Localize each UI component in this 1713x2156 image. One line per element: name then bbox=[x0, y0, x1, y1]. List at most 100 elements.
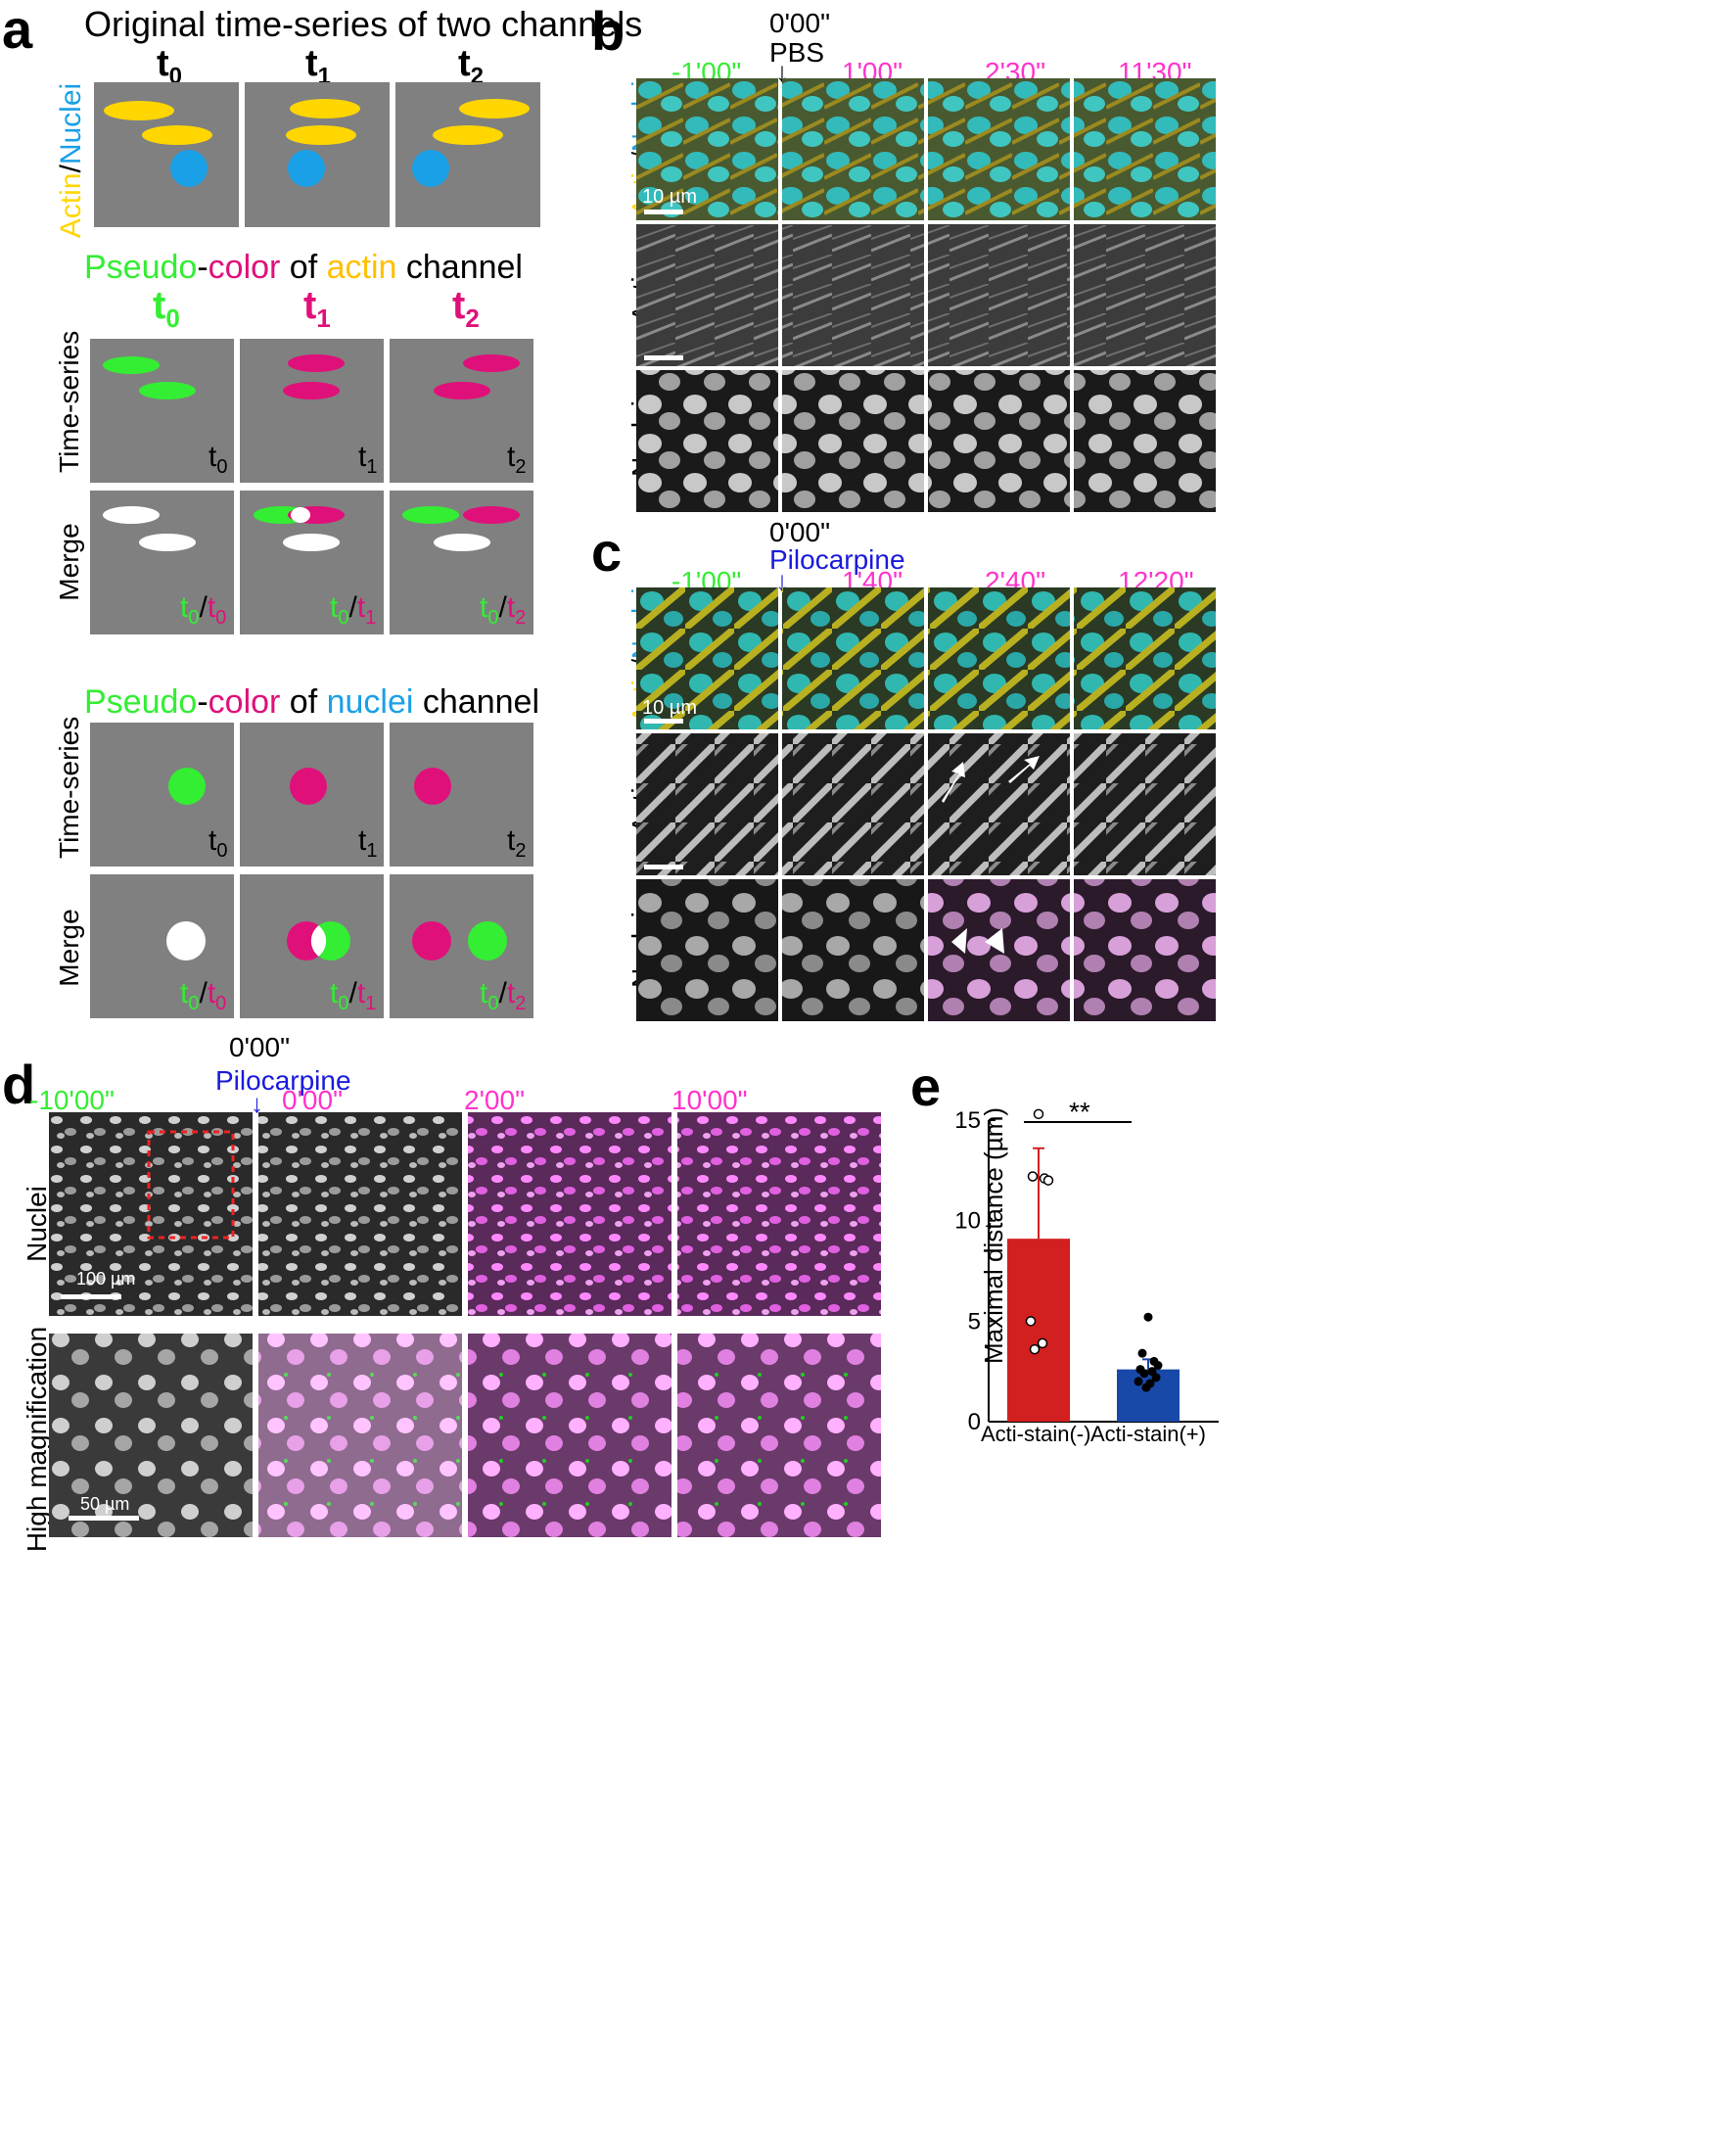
cartoon-t0 bbox=[94, 82, 239, 227]
panel-e-letter: e bbox=[910, 1055, 942, 1117]
section1-cartoons bbox=[94, 82, 540, 227]
panel-e-cat-0: Acti-stain(-) bbox=[981, 1422, 1091, 1446]
panel-b-event: PBS bbox=[769, 37, 825, 68]
e-point-1-3 bbox=[1153, 1361, 1163, 1371]
section3-merge-label-0: t0/t0 bbox=[180, 977, 227, 1014]
e-ticks: 0 5 10 15 bbox=[954, 1107, 995, 1435]
panel-c-event: Pilocarpine bbox=[769, 544, 905, 575]
e-point-0-0 bbox=[1033, 1108, 1044, 1120]
panel-d-time-1: 0'00" bbox=[282, 1085, 344, 1115]
c-arrowhead-icon-1 bbox=[951, 928, 967, 954]
b-actin-1 bbox=[782, 224, 924, 366]
d-roi-box bbox=[147, 1130, 235, 1240]
panel-c-micrographs bbox=[636, 587, 1216, 1021]
c-merge-3 bbox=[1074, 587, 1216, 729]
panel-b-letter: b bbox=[591, 0, 625, 62]
panel-d-event: Pilocarpine bbox=[215, 1065, 351, 1096]
d-hi-0 bbox=[49, 1334, 253, 1537]
d-nuc-0 bbox=[49, 1112, 253, 1316]
panel-a-letter: a bbox=[2, 0, 33, 60]
section3-cartoons bbox=[90, 723, 533, 1018]
e-point-1-8 bbox=[1134, 1377, 1143, 1386]
panel-b-event-time: 0'00" bbox=[769, 8, 831, 38]
panel-c-letter: c bbox=[591, 521, 623, 583]
section3-merge-label-1: t0/t1 bbox=[330, 977, 377, 1014]
panel-d-micrographs bbox=[49, 1112, 881, 1537]
e-points bbox=[1025, 1108, 1163, 1392]
panel-a-section2-title: Pseudo-color of actin channel bbox=[84, 249, 523, 286]
panel-b-micrographs bbox=[636, 78, 1216, 512]
section3-corner-t0: t0 bbox=[208, 824, 228, 862]
section3-merge-label-2: t0/t2 bbox=[480, 977, 527, 1014]
e-point-1-10 bbox=[1141, 1383, 1151, 1392]
c-actin-1 bbox=[782, 733, 924, 875]
panel-d-time-2: 2'00" bbox=[464, 1085, 526, 1115]
d-nuc-3 bbox=[677, 1112, 881, 1316]
c-arrow-icon-1 bbox=[942, 762, 965, 803]
b-nuc-3 bbox=[1074, 370, 1216, 512]
section2-time-label-2: t2 bbox=[452, 284, 480, 333]
e-ytick-label-0: 0 bbox=[968, 1409, 981, 1435]
e-ytick-label-3: 15 bbox=[954, 1107, 981, 1134]
c-arrowhead-icon-2 bbox=[985, 928, 1004, 954]
e-point-1-7 bbox=[1151, 1373, 1161, 1383]
d-hi-3 bbox=[677, 1334, 881, 1537]
c-merge-2 bbox=[928, 587, 1070, 729]
section2-corner-t0: t0 bbox=[208, 441, 228, 478]
d-hi-2 bbox=[468, 1334, 671, 1537]
cartoon-t2 bbox=[395, 82, 540, 227]
e-ytick-label-1: 5 bbox=[968, 1308, 981, 1335]
b-merge-1 bbox=[782, 78, 924, 220]
c-scalebar-1 bbox=[644, 719, 683, 724]
c-merge-1 bbox=[782, 587, 924, 729]
section2-corner-t2: t2 bbox=[507, 441, 527, 478]
e-point-0-6 bbox=[1029, 1343, 1041, 1355]
panel-b-scale-bar-label: 10 µm bbox=[642, 186, 697, 208]
section2-merge-label-0: t0/t0 bbox=[180, 591, 227, 629]
e-point-0-3 bbox=[1042, 1175, 1054, 1186]
panel-d-scale-bar-1-label: 100 µm bbox=[76, 1269, 136, 1289]
section2-merge-label-1: t0/t1 bbox=[330, 591, 377, 629]
c-scalebar-2 bbox=[644, 865, 683, 869]
e-ytick-label-2: 10 bbox=[954, 1208, 981, 1235]
c-actin-0 bbox=[636, 733, 778, 875]
panel-e-chart: 0 5 10 15 bbox=[954, 1107, 1219, 1435]
cartoon-t1 bbox=[245, 82, 390, 227]
b-nuc-2 bbox=[928, 370, 1070, 512]
c-actin-3 bbox=[1074, 733, 1216, 875]
b-scalebar-1 bbox=[644, 210, 683, 214]
b-nuc-1 bbox=[782, 370, 924, 512]
section2-merge-label-2: t0/t2 bbox=[480, 591, 527, 629]
d-nuc-2 bbox=[468, 1112, 671, 1316]
section2-time-label-1: t1 bbox=[303, 284, 331, 333]
panel-d-time-0: -10'00" bbox=[29, 1085, 115, 1115]
b-merge-0 bbox=[636, 78, 778, 220]
c-merge-0 bbox=[636, 587, 778, 729]
panel-a-section1-title: Original time-series of two channels bbox=[84, 4, 643, 44]
panel-a-section3-title: Pseudo-color of nuclei channel bbox=[84, 683, 539, 721]
d-hi-1 bbox=[258, 1334, 462, 1537]
c-nuc-3 bbox=[1074, 879, 1216, 1021]
c-arrow-icon-2 bbox=[1008, 756, 1040, 783]
e-bar-0 bbox=[1007, 1239, 1070, 1422]
e-point-1-1 bbox=[1137, 1348, 1147, 1358]
panel-e-cat-1: Acti-stain(+) bbox=[1090, 1422, 1206, 1446]
d-scalebar-1 bbox=[61, 1294, 121, 1299]
panel-c-scale-bar-label: 10 µm bbox=[642, 697, 697, 719]
b-actin-3 bbox=[1074, 224, 1216, 366]
section2-time-label-0: t0 bbox=[153, 284, 180, 333]
panel-c-event-time: 0'00" bbox=[769, 517, 831, 547]
panel-e-significance: ** bbox=[1069, 1097, 1090, 1127]
section3-corner-t1: t1 bbox=[358, 824, 378, 862]
c-actin-2 bbox=[928, 733, 1070, 875]
c-nuc-1 bbox=[782, 879, 924, 1021]
panel-d-event-time: 0'00" bbox=[229, 1032, 291, 1062]
b-actin-0 bbox=[636, 224, 778, 366]
e-bars bbox=[1007, 1239, 1180, 1422]
section2-corner-t1: t1 bbox=[358, 441, 378, 478]
b-actin-2 bbox=[928, 224, 1070, 366]
panel-d-scale-bar-2-label: 50 µm bbox=[80, 1494, 130, 1514]
b-scalebar-2 bbox=[644, 355, 683, 360]
e-bar-1 bbox=[1117, 1369, 1180, 1422]
e-point-0-4 bbox=[1025, 1316, 1037, 1327]
